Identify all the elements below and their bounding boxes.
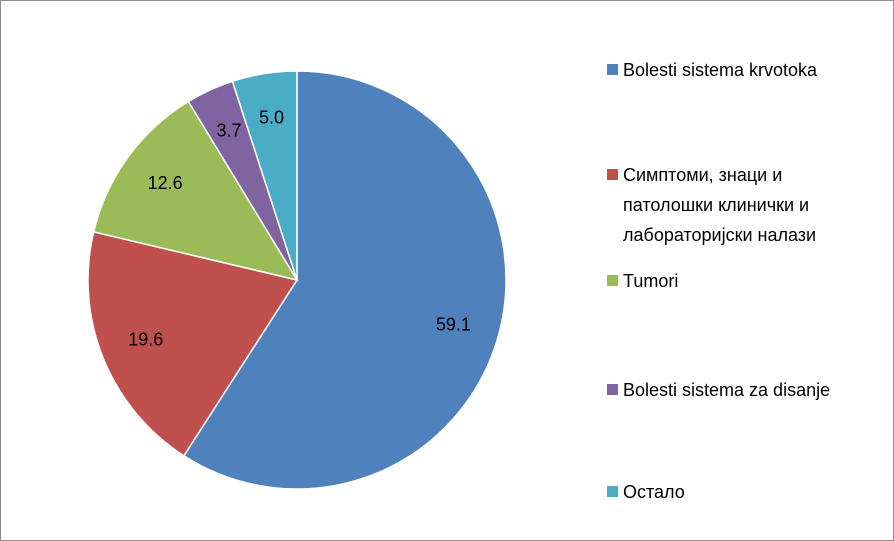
legend-swatch bbox=[607, 384, 618, 395]
legend-swatch bbox=[607, 64, 618, 75]
legend-entry: Bolesti sistema krvotoka bbox=[607, 55, 877, 85]
legend-swatch bbox=[607, 169, 618, 180]
data-label: 19.6 bbox=[128, 330, 163, 350]
legend-swatch bbox=[607, 275, 618, 286]
legend-label: Tumori bbox=[623, 271, 679, 291]
legend-label: Симптоми, знаци и патолошки клинички и л… bbox=[623, 165, 817, 245]
legend-label: Bolesti sistema krvotoka bbox=[623, 60, 818, 80]
legend-label: Остало bbox=[623, 482, 685, 502]
legend-entry: Остало bbox=[607, 477, 877, 507]
data-label: 59.1 bbox=[436, 315, 471, 335]
legend-entry: Bolesti sistema za disanje bbox=[607, 375, 877, 405]
pie-slice bbox=[87, 230, 299, 457]
pie-slice bbox=[231, 70, 298, 281]
pie-slice bbox=[92, 100, 299, 282]
legend-swatch bbox=[607, 486, 618, 497]
data-label: 5.0 bbox=[259, 108, 284, 128]
pie-slice bbox=[182, 70, 507, 490]
legend-label: Bolesti sistema za disanje bbox=[623, 380, 831, 400]
data-label: 3.7 bbox=[216, 121, 241, 141]
data-label: 12.6 bbox=[148, 173, 183, 193]
legend-entry: Симптоми, знаци и патолошки клинички и л… bbox=[607, 160, 877, 250]
legend-entry: Tumori bbox=[607, 266, 877, 296]
